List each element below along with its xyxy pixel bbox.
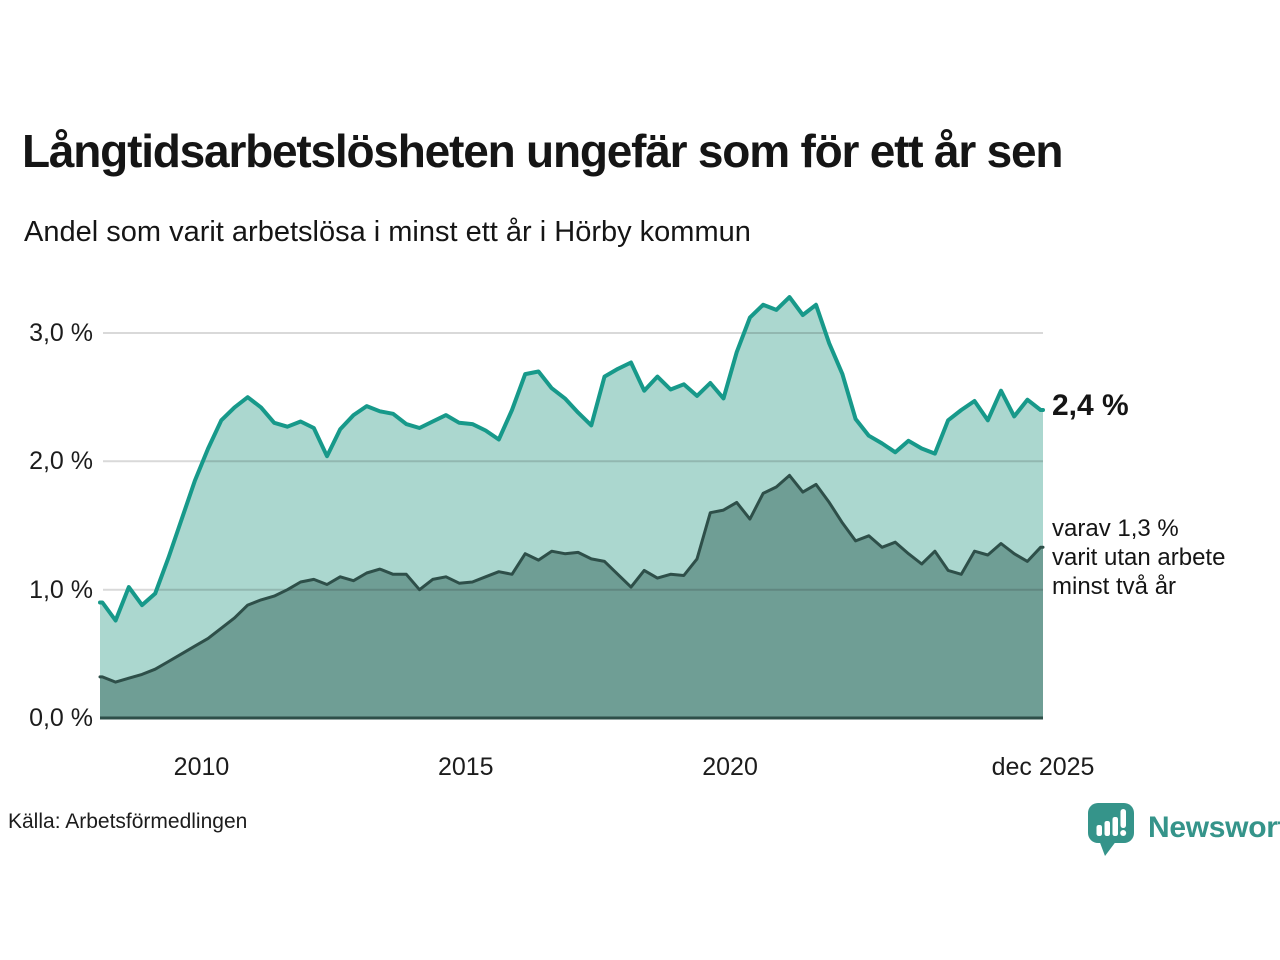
newsworthy-logo-icon [1088,803,1134,856]
newsworthy-logo-text: Newsworthy [1148,811,1280,844]
two-year-annotation-line2: varit utan arbete [1052,544,1226,571]
source-credit: Källa: Arbetsförmedlingen [8,810,248,833]
series-2yr-area [100,475,1043,718]
series-2yr-line [98,473,1045,684]
chart-subtitle: Andel som varit arbetslösa i minst ett å… [24,216,751,248]
newsworthy-logo: Newsworthy [1086,799,1280,857]
x-axis-tick-label: 2015 [437,753,494,781]
two-year-annotation-line3: minst två år [1052,573,1177,600]
chart-title: Långtidsarbetslösheten ungefär som för e… [22,125,1064,177]
y-axis-tick-label: 2,0 % [29,447,93,476]
two-year-annotation-line1: varav 1,3 % [1052,515,1179,542]
x-axis-tick-label: 2010 [173,753,230,781]
y-axis-tick-label: 0,0 % [29,704,93,732]
y-axis-tick-label: 1,0 % [29,575,93,604]
x-axis-tick-label: 2020 [702,753,758,781]
y-axis-tick-label: 3,0 % [29,318,93,347]
series-total-line [98,295,1045,623]
x-axis-tick-label: dec 2025 [991,753,1095,781]
latest-total-label: 2,4 % [1052,389,1129,422]
two-year-annotation: varav 1,3 % varit utan arbete minst två … [1052,514,1225,601]
